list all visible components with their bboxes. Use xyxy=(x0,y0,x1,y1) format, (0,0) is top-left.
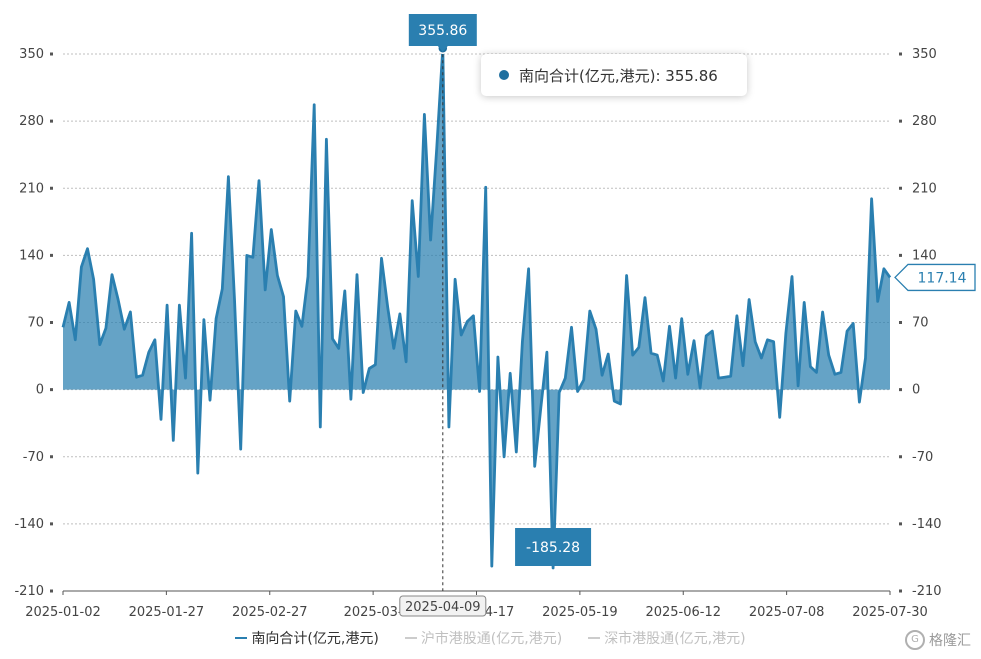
y-tick-label-right: -210 xyxy=(912,584,942,599)
y-tick-label-left: 140 xyxy=(19,248,44,263)
y-tick-mark-left xyxy=(50,388,53,392)
tooltip: 南向合计(亿元,港元): 355.86 xyxy=(481,54,747,96)
x-tick-label: 2025-02-27 xyxy=(232,605,308,620)
legend-label: 沪市港股通(亿元,港元) xyxy=(420,631,563,647)
y-tick-mark-right xyxy=(899,321,902,324)
y-tick-label-left: 0 xyxy=(36,383,44,398)
logo-icon: G xyxy=(905,630,925,650)
y-tick-mark-right xyxy=(899,388,902,392)
y-tick-label-left: -70 xyxy=(23,450,44,465)
max-label-pointer xyxy=(437,46,448,52)
x-tick-label: 2025-01-02 xyxy=(25,605,101,620)
y-tick-mark-right xyxy=(899,52,902,56)
y-tick-mark-left xyxy=(50,522,53,526)
legend-item-shenzhen-connect[interactable]: 深市港股通(亿元,港元) xyxy=(588,628,746,648)
y-tick-label-right: -70 xyxy=(912,450,933,465)
tooltip-text: 南向合计(亿元,港元): 355.86 xyxy=(519,66,718,85)
series-area-fill xyxy=(63,48,890,568)
min-label-box xyxy=(515,528,592,566)
y-tick-label-right: -140 xyxy=(912,517,942,532)
y-tick-mark-right xyxy=(899,186,902,190)
legend-label: 深市港股通(亿元,港元) xyxy=(604,631,746,647)
watermark-text: 格隆汇 xyxy=(929,633,971,649)
legend-item-southbound-total[interactable]: 南向合计(亿元,港元) xyxy=(235,628,379,648)
legend-line-icon xyxy=(235,637,248,639)
max-label-box xyxy=(408,14,477,46)
series-area xyxy=(61,46,892,570)
y-tick-label-right: 0 xyxy=(912,383,920,398)
x-tick-label: 2025-07-08 xyxy=(749,605,825,620)
legend-label: 南向合计(亿元,港元) xyxy=(251,631,379,647)
y-tick-mark-left xyxy=(50,455,53,459)
legend-line-icon xyxy=(588,637,601,639)
max-label-text: 355.86 xyxy=(418,23,467,39)
y-tick-label-right: 140 xyxy=(912,248,937,263)
legend: 南向合计(亿元,港元) 沪市港股通(亿元,港元) 深市港股通(亿元,港元) xyxy=(0,628,981,648)
axes: 350 350 280 280 210 210 140 140 70 70 0 0 -70 -70 -140… xyxy=(14,47,941,620)
y-tick-label-right: 280 xyxy=(912,114,937,129)
series-line xyxy=(61,46,892,570)
watermark: G 格隆汇 xyxy=(905,630,971,650)
y-tick-label-left: -210 xyxy=(14,584,44,599)
last-value-box xyxy=(894,263,976,292)
y-tick-label-right: 350 xyxy=(912,47,937,62)
legend-line-icon xyxy=(404,637,417,639)
x-tick-label: 2025-07-30 xyxy=(852,605,928,620)
y-tick-label-left: 350 xyxy=(19,47,44,62)
annotations: 2025-04-09 355.86 -185.28 117.14 xyxy=(399,14,976,617)
y-tick-label-left: 210 xyxy=(19,181,44,196)
min-label-text: -185.28 xyxy=(526,540,580,556)
y-tick-mark-left xyxy=(50,52,53,56)
x-tick-label: 2025-06-12 xyxy=(645,605,721,620)
y-tick-mark-right xyxy=(899,522,902,526)
y-tick-label-left: -140 xyxy=(14,517,44,532)
y-tick-label-left: 280 xyxy=(19,114,44,129)
y-tick-mark-left xyxy=(50,119,53,123)
y-tick-mark-right xyxy=(899,589,902,593)
x-tick-label: 2025-01-27 xyxy=(129,605,205,620)
y-tick-mark-right xyxy=(899,253,902,257)
last-value-text: 117.14 xyxy=(918,270,967,286)
legend-item-shanghai-connect[interactable]: 沪市港股通(亿元,港元) xyxy=(404,628,563,648)
y-tick-mark-left xyxy=(50,253,53,257)
x-tick-label: 2025-05-19 xyxy=(542,605,618,620)
y-tick-label-right: 210 xyxy=(912,181,937,196)
crosshair-date-box xyxy=(399,595,487,617)
y-tick-mark-right xyxy=(899,119,902,123)
crosshair-date-label: 2025-04-09 xyxy=(405,600,481,615)
y-tick-mark-left xyxy=(50,321,53,324)
y-tick-label-right: 70 xyxy=(912,316,929,331)
tooltip-series-dot xyxy=(499,70,509,80)
y-tick-mark-left xyxy=(50,589,53,593)
y-tick-label-left: 70 xyxy=(27,316,44,331)
x-tick-label: 2025-03- xyxy=(344,605,403,620)
y-tick-mark-right xyxy=(899,455,902,459)
y-tick-mark-left xyxy=(50,186,53,190)
